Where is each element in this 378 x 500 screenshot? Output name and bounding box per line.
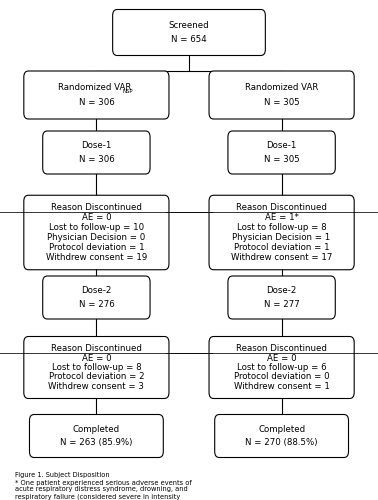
- Text: AE = 1*: AE = 1*: [265, 213, 299, 222]
- FancyBboxPatch shape: [228, 276, 335, 319]
- Text: Protocol deviation = 1: Protocol deviation = 1: [49, 243, 144, 252]
- Text: Reason Discontinued: Reason Discontinued: [236, 344, 327, 353]
- Text: N = 305: N = 305: [264, 98, 299, 108]
- Text: Figure 1. Subject Disposition
* One patient experienced serious adverse events o: Figure 1. Subject Disposition * One pati…: [15, 472, 192, 500]
- Text: Dose-2: Dose-2: [81, 286, 112, 296]
- FancyBboxPatch shape: [24, 336, 169, 398]
- Text: Withdrew consent = 19: Withdrew consent = 19: [46, 253, 147, 262]
- Text: N = 305: N = 305: [264, 154, 299, 164]
- Text: Withdrew consent = 17: Withdrew consent = 17: [231, 253, 332, 262]
- Text: N = 277: N = 277: [264, 300, 299, 308]
- Text: Dose-1: Dose-1: [266, 142, 297, 150]
- Text: Screened: Screened: [169, 20, 209, 30]
- Text: Reason Discontinued: Reason Discontinued: [236, 203, 327, 212]
- Text: Randomized VAR: Randomized VAR: [245, 82, 318, 92]
- Text: N = 306: N = 306: [79, 98, 114, 108]
- Text: N = 654: N = 654: [171, 36, 207, 44]
- FancyBboxPatch shape: [43, 276, 150, 319]
- Text: N = 276: N = 276: [79, 300, 114, 308]
- Text: Protocol deviation = 0: Protocol deviation = 0: [234, 372, 329, 382]
- Text: Protocol deviation = 2: Protocol deviation = 2: [49, 372, 144, 382]
- Text: AE = 0: AE = 0: [82, 354, 111, 362]
- FancyBboxPatch shape: [29, 414, 163, 458]
- Text: AE = 0: AE = 0: [82, 213, 111, 222]
- Text: Reason Discontinued: Reason Discontinued: [51, 203, 142, 212]
- Text: Lost to follow-up = 8: Lost to follow-up = 8: [237, 223, 327, 232]
- Text: Protocol deviation = 1: Protocol deviation = 1: [234, 243, 329, 252]
- Text: Physician Decision = 0: Physician Decision = 0: [47, 233, 146, 242]
- Text: Completed: Completed: [73, 425, 120, 434]
- Text: Lost to follow-up = 10: Lost to follow-up = 10: [49, 223, 144, 232]
- FancyBboxPatch shape: [209, 195, 354, 270]
- Text: AE = 0: AE = 0: [267, 354, 296, 362]
- Text: N = 270 (88.5%): N = 270 (88.5%): [245, 438, 318, 447]
- Text: Dose-2: Dose-2: [266, 286, 297, 296]
- FancyBboxPatch shape: [209, 71, 354, 119]
- Text: Withdrew consent = 1: Withdrew consent = 1: [234, 382, 330, 391]
- Text: Withdrew consent = 3: Withdrew consent = 3: [48, 382, 144, 391]
- Text: Dose-1: Dose-1: [81, 142, 112, 150]
- FancyBboxPatch shape: [113, 10, 265, 56]
- Text: N = 306: N = 306: [79, 154, 114, 164]
- FancyBboxPatch shape: [43, 131, 150, 174]
- FancyBboxPatch shape: [24, 71, 169, 119]
- Text: NSP: NSP: [122, 88, 133, 94]
- Text: Lost to follow-up = 8: Lost to follow-up = 8: [51, 363, 141, 372]
- FancyBboxPatch shape: [24, 195, 169, 270]
- Text: Randomized VAR: Randomized VAR: [58, 82, 131, 92]
- Text: Reason Discontinued: Reason Discontinued: [51, 344, 142, 353]
- Text: N = 263 (85.9%): N = 263 (85.9%): [60, 438, 133, 447]
- Text: Completed: Completed: [258, 425, 305, 434]
- FancyBboxPatch shape: [228, 131, 335, 174]
- FancyBboxPatch shape: [215, 414, 349, 458]
- FancyBboxPatch shape: [209, 336, 354, 398]
- Text: Physician Decision = 1: Physician Decision = 1: [232, 233, 331, 242]
- Text: Lost to follow-up = 6: Lost to follow-up = 6: [237, 363, 327, 372]
